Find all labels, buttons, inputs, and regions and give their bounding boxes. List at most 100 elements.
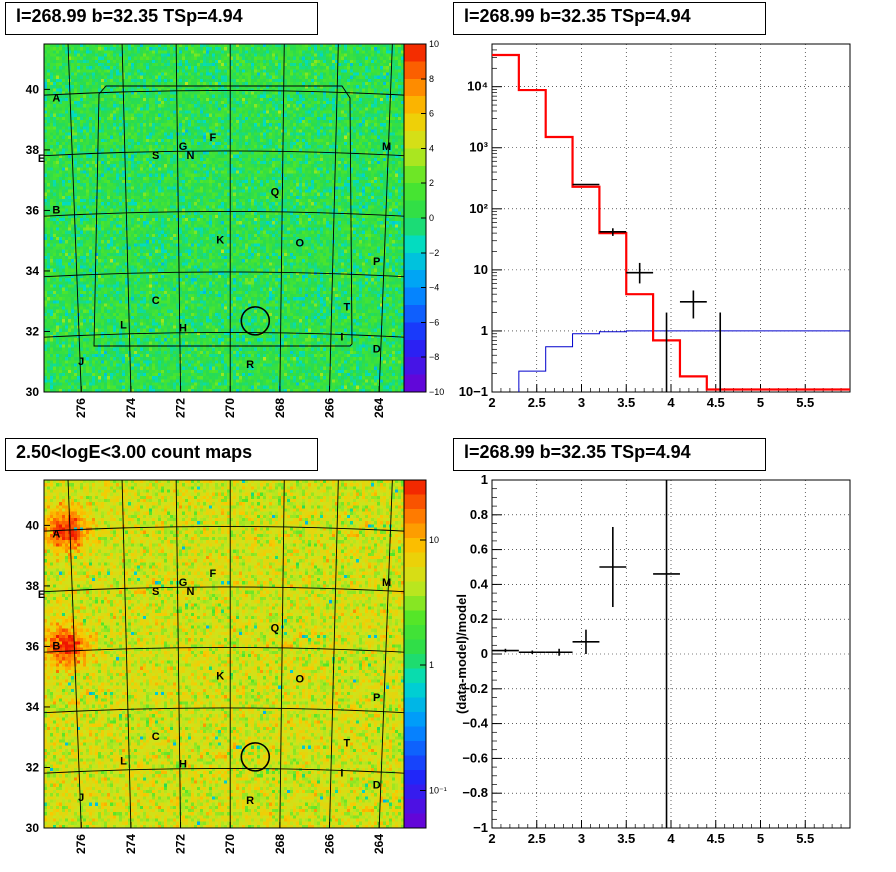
x-tick-label-274: 274 (124, 398, 138, 418)
x-tick-label-268: 268 (273, 834, 287, 854)
spectrum-plot-x-tick-label-4: 4 (667, 395, 675, 410)
spectrum-plot-y-tick-label-0: 10−1 (459, 384, 488, 399)
source-label-N: N (187, 150, 195, 162)
count-source-label-B: B (52, 640, 60, 652)
residuals-plot-x-tick-label-5.5: 5.5 (796, 831, 814, 846)
x-tick-label-264: 264 (372, 834, 386, 854)
colorbar-tick-label-3: 4 (429, 143, 434, 153)
spectrum-plot-y-tick-label-4: 10³ (469, 140, 488, 155)
residuals-plot-y-tick-label-0: −1 (473, 820, 488, 835)
colorbar-tick-label-7: −4 (429, 283, 439, 293)
colorbar-tick-label-4: 2 (429, 178, 434, 188)
spectrum-plot-y-tick-label-2: 10 (474, 262, 488, 277)
spectrum-plot-x-tick-label-3.5: 3.5 (617, 395, 635, 410)
source-label-C: C (152, 295, 160, 307)
count-source-label-A: A (52, 528, 60, 540)
source-label-T: T (344, 301, 351, 313)
residuals-plot-y-tick-label-10: 1 (481, 472, 488, 487)
colorbar-tick-label-2: 6 (429, 109, 434, 119)
count-source-label-S: S (152, 586, 159, 598)
source-label-B: B (52, 204, 60, 216)
residuals-plot: 2 2.5 3 3.5 4 4.5 5 5.5−1−0.8−0.6−0.4−0.200.20.… (454, 296, 850, 853)
y-tick-label-34: 34 (26, 700, 40, 714)
x-tick-label-276: 276 (74, 398, 88, 418)
colorbar-tick-label-5: 0 (429, 213, 434, 223)
count-source-label-N: N (187, 586, 195, 598)
residuals-plot-x-tick-label-5: 5 (757, 831, 764, 846)
count-source-label-T: T (344, 737, 351, 749)
source-label-R: R (246, 359, 254, 371)
spectrum-plot-y-tick-label-5: 10⁴ (467, 79, 488, 94)
residuals-plot-y-tick-label-6: 0.2 (470, 611, 488, 626)
residuals-y-axis-label: (data-model)/model (454, 594, 469, 714)
colorbar-tick-label-0: 10 (429, 39, 439, 49)
source-label-Q: Q (271, 186, 280, 198)
count-source-label-I: I (340, 768, 343, 780)
count-source-label-C: C (152, 731, 160, 743)
spectrum-plot-x-tick-label-5.5: 5.5 (796, 395, 814, 410)
spectrum-data-point-1 (599, 228, 626, 236)
count-source-label-E: E (38, 589, 45, 601)
source-label-H: H (179, 322, 187, 334)
lat-line-30 (39, 829, 409, 834)
y-tick-label-34: 34 (26, 264, 40, 278)
background-model-line (519, 331, 850, 392)
y-tick-label-40: 40 (26, 82, 40, 96)
residual-point-3 (573, 630, 600, 654)
source-label-M: M (382, 141, 391, 153)
lat-line-30 (39, 393, 409, 398)
residuals-plot-x-tick-label-4.5: 4.5 (707, 831, 725, 846)
source-label-A: A (52, 92, 60, 104)
count-colorbar-tick-label-0: 10 (429, 535, 439, 545)
source-label-O: O (295, 238, 304, 250)
count-source-label-O: O (295, 674, 304, 686)
y-tick-label-30: 30 (26, 385, 40, 399)
source-label-P: P (373, 256, 380, 268)
count-source-label-H: H (179, 758, 187, 770)
residual-point-0 (492, 649, 519, 652)
count_map-pixels (44, 480, 404, 828)
y-tick-label-36: 36 (26, 639, 40, 653)
x-tick-label-268: 268 (273, 398, 287, 418)
spectrum-plot-x-tick-label-4.5: 4.5 (707, 395, 725, 410)
source-label-D: D (373, 344, 381, 356)
colorbar-tick-label-10: −10 (429, 387, 444, 397)
residuals-plot-x-tick-label-4: 4 (667, 831, 675, 846)
y-tick-label-32: 32 (26, 760, 40, 774)
source-label-E: E (38, 153, 45, 165)
residuals-plot-grid (492, 480, 850, 828)
spectrum-plot-x-tick-label-3: 3 (578, 395, 585, 410)
x-tick-label-270: 270 (223, 398, 237, 418)
residual-point-4 (599, 527, 626, 607)
residual-point-1 (519, 651, 546, 654)
residuals-plot-y-tick-label-9: 0.8 (470, 507, 488, 522)
colorbar-tick-label-8: −6 (429, 317, 439, 327)
source-label-K: K (216, 235, 224, 247)
y-tick-label-30: 30 (26, 821, 40, 835)
spectrum-data-point-2 (626, 263, 653, 284)
residual_map-pixels (44, 44, 404, 392)
count-source-label-D: D (373, 780, 381, 792)
residuals-plot-y-tick-label-7: 0.4 (470, 576, 489, 591)
count-source-label-K: K (216, 671, 224, 683)
residuals-plot-y-tick-label-3: −0.4 (462, 716, 488, 731)
spectrum-plot-y-tick-label-3: 10² (469, 201, 488, 216)
source-label-F: F (209, 132, 216, 144)
residuals-plot-x-tick-label-2: 2 (488, 831, 495, 846)
source-label-I: I (340, 332, 343, 344)
source-label-S: S (152, 150, 159, 162)
colorbar-tick-label-9: −8 (429, 352, 439, 362)
residuals-plot-x-tick-label-2.5: 2.5 (528, 831, 546, 846)
count-source-label-L: L (120, 755, 127, 767)
count-source-label-F: F (209, 568, 216, 580)
spectrum-plot-y-tick-label-1: 1 (481, 323, 488, 338)
y-tick-label-32: 32 (26, 324, 40, 338)
y-tick-label-36: 36 (26, 203, 40, 217)
count-source-label-Q: Q (271, 622, 280, 634)
x-tick-label-266: 266 (323, 398, 337, 418)
